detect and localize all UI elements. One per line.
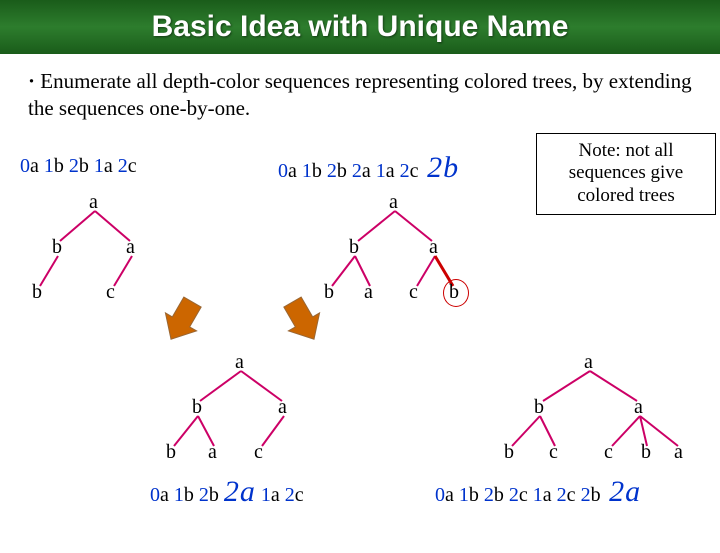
tree-node: b <box>52 236 62 259</box>
diagram-area: 0a 1b 2b 1a 2c 0a 1b 2b 2a 1a 2c 2b Note… <box>0 123 720 553</box>
tree-node: c <box>549 441 558 464</box>
tree-node: b <box>166 441 176 464</box>
tree-node: a <box>674 441 683 464</box>
tree-node: b <box>641 441 651 464</box>
tree-node: b <box>32 281 42 304</box>
tree-node: c <box>604 441 613 464</box>
seq-1: 0a 1b 2b 1a 2c <box>20 155 137 178</box>
slide-title: Basic Idea with Unique Name <box>0 0 720 54</box>
tree-node: a <box>634 396 643 419</box>
tree-node: c <box>106 281 115 304</box>
tree-node: b <box>449 281 459 304</box>
tree-node: b <box>349 236 359 259</box>
tree-node: b <box>192 396 202 419</box>
tree-node: a <box>429 236 438 259</box>
tree-node: a <box>89 191 98 214</box>
arrow-down-right <box>277 293 330 348</box>
tree-node: b <box>324 281 334 304</box>
tree-node: a <box>364 281 373 304</box>
seq-4: 0a 1b 2b 2c 1a 2c 2b 2a <box>435 475 641 509</box>
bullet-text: Enumerate all depth-color sequences repr… <box>0 54 720 123</box>
note-box: Note: not all sequences give colored tre… <box>536 133 716 215</box>
tree-node: a <box>278 396 287 419</box>
arrow-down-left <box>155 293 208 348</box>
tree-node: b <box>534 396 544 419</box>
seq-2: 0a 1b 2b 2a 1a 2c 2b <box>278 151 459 185</box>
tree-node: b <box>504 441 514 464</box>
tree-node: a <box>584 351 593 374</box>
tree-node: c <box>254 441 263 464</box>
tree-node: a <box>208 441 217 464</box>
tree-node: c <box>409 281 418 304</box>
tree-node: a <box>126 236 135 259</box>
tree-node: a <box>389 191 398 214</box>
tree-node: a <box>235 351 244 374</box>
seq-3: 0a 1b 2b 2a 1a 2c <box>150 475 304 509</box>
